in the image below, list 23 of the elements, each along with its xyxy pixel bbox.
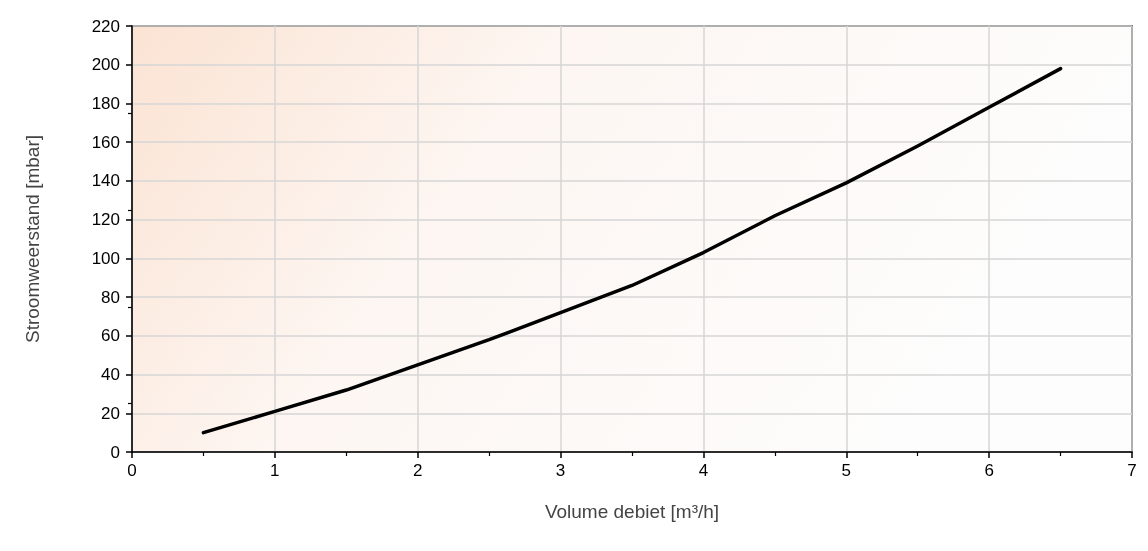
x-tick-label: 6 — [984, 461, 994, 480]
y-tick-label: 160 — [91, 132, 120, 152]
y-tick-label: 220 — [91, 16, 120, 36]
y-tick-label: 60 — [101, 326, 120, 346]
y-tick-label: 180 — [91, 93, 120, 113]
x-axis-title: Volume debiet [m³/h] — [544, 501, 720, 522]
y-axis-title: Stroomweerstand [mbar] — [22, 134, 43, 344]
x-tick-label: 2 — [412, 461, 423, 480]
y-tick-label: 100 — [91, 248, 120, 268]
y-tick-label: 140 — [91, 171, 120, 191]
line-series — [201, 66, 1063, 435]
x-tick-label: 3 — [555, 461, 566, 480]
y-tick-label: 0 — [110, 442, 120, 462]
y-tick-label: 80 — [101, 287, 120, 307]
x-tick-label: 1 — [270, 461, 280, 480]
x-tick-label: 0 — [127, 461, 137, 480]
y-tick-label: 120 — [91, 210, 120, 230]
x-tick-label: 5 — [841, 461, 852, 480]
x-tick-label: 4 — [698, 461, 709, 480]
y-tick-label: 40 — [101, 365, 120, 385]
y-tick-label: 20 — [101, 403, 120, 423]
x-tick-label: 7 — [1127, 461, 1137, 480]
y-tick-label: 200 — [91, 55, 120, 75]
